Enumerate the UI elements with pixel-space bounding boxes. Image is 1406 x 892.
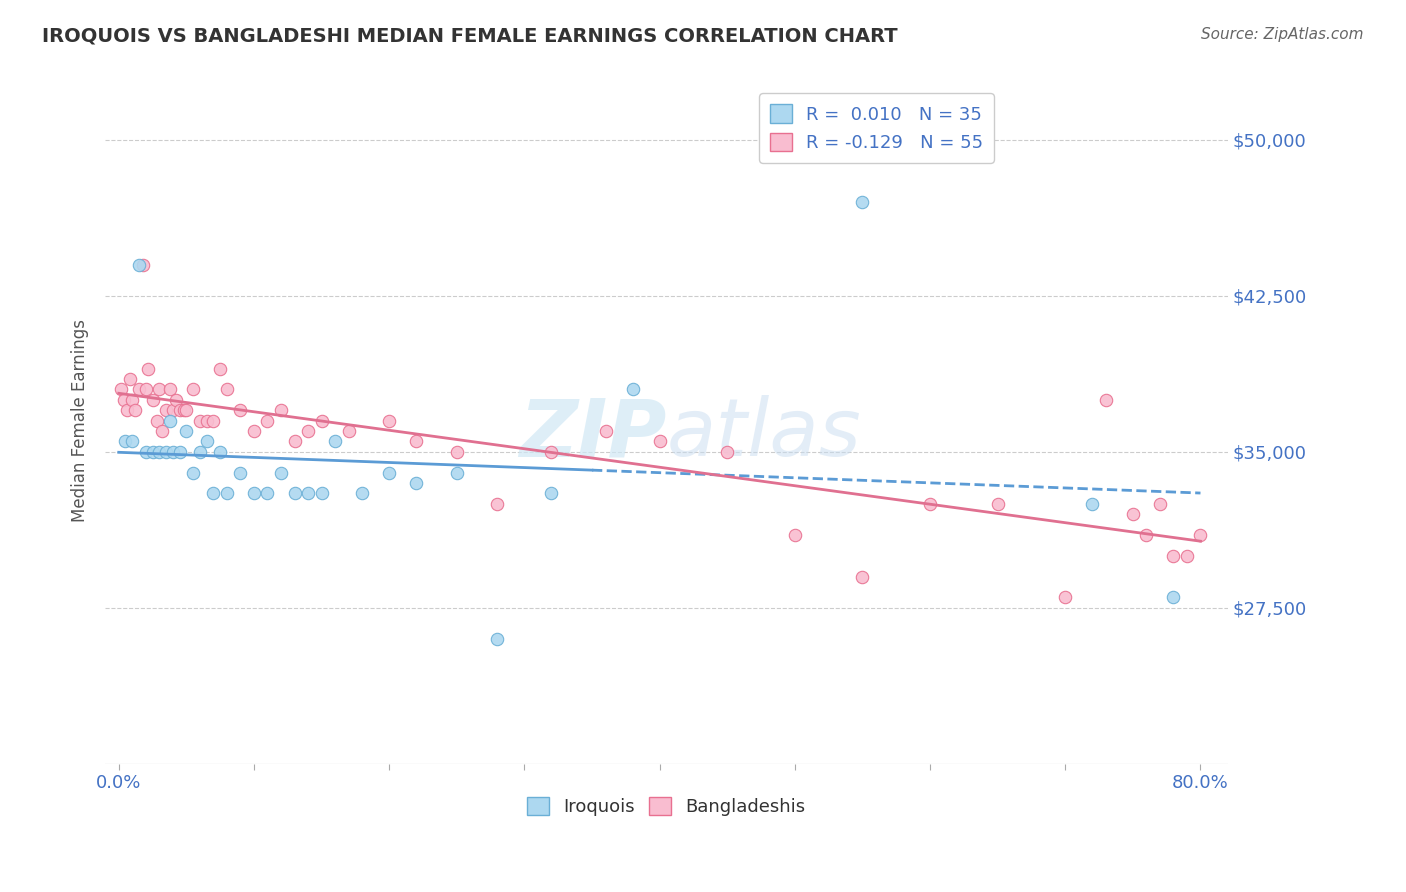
Point xyxy=(124,403,146,417)
Point xyxy=(311,486,333,500)
Point xyxy=(311,414,333,428)
Point xyxy=(145,414,167,428)
Point xyxy=(270,466,292,480)
Point xyxy=(540,486,562,500)
Point xyxy=(323,434,346,449)
Point xyxy=(1149,497,1171,511)
Point xyxy=(176,403,198,417)
Point xyxy=(352,486,374,500)
Point xyxy=(256,414,278,428)
Point xyxy=(297,424,319,438)
Point xyxy=(141,445,163,459)
Point xyxy=(159,414,181,428)
Point xyxy=(851,195,873,210)
Point xyxy=(270,403,292,417)
Text: atlas: atlas xyxy=(666,395,860,474)
Point xyxy=(209,445,232,459)
Point xyxy=(1175,549,1198,563)
Point xyxy=(1095,392,1118,407)
Point xyxy=(155,403,177,417)
Point xyxy=(128,383,150,397)
Point xyxy=(115,403,138,417)
Point xyxy=(283,434,305,449)
Text: ZIP: ZIP xyxy=(519,395,666,474)
Point xyxy=(1054,591,1077,605)
Point xyxy=(148,383,170,397)
Point xyxy=(169,403,191,417)
Point xyxy=(297,486,319,500)
Point xyxy=(141,392,163,407)
Point xyxy=(595,424,617,438)
Point xyxy=(783,528,806,542)
Point xyxy=(716,445,738,459)
Point xyxy=(405,434,427,449)
Legend: Iroquois, Bangladeshis: Iroquois, Bangladeshis xyxy=(520,789,813,823)
Point xyxy=(173,403,195,417)
Y-axis label: Median Female Earnings: Median Female Earnings xyxy=(72,319,89,522)
Point xyxy=(159,383,181,397)
Point xyxy=(162,445,184,459)
Point xyxy=(243,424,266,438)
Point xyxy=(851,569,873,583)
Point xyxy=(918,497,941,511)
Point xyxy=(121,434,143,449)
Point xyxy=(256,486,278,500)
Point xyxy=(229,466,252,480)
Point xyxy=(1189,528,1212,542)
Point xyxy=(150,424,173,438)
Point xyxy=(1135,528,1157,542)
Point xyxy=(486,632,509,646)
Point xyxy=(446,466,468,480)
Point xyxy=(283,486,305,500)
Point xyxy=(243,486,266,500)
Point xyxy=(987,497,1010,511)
Text: IROQUOIS VS BANGLADESHI MEDIAN FEMALE EARNINGS CORRELATION CHART: IROQUOIS VS BANGLADESHI MEDIAN FEMALE EA… xyxy=(42,27,898,45)
Point xyxy=(162,403,184,417)
Point xyxy=(135,383,157,397)
Point xyxy=(337,424,360,438)
Point xyxy=(195,414,218,428)
Point xyxy=(378,414,401,428)
Point xyxy=(188,414,211,428)
Point xyxy=(128,258,150,272)
Point xyxy=(215,486,238,500)
Point xyxy=(209,361,232,376)
Point xyxy=(486,497,509,511)
Point xyxy=(195,434,218,449)
Point xyxy=(114,434,136,449)
Point xyxy=(181,383,204,397)
Point xyxy=(165,392,187,407)
Point xyxy=(135,445,157,459)
Point xyxy=(110,383,132,397)
Point xyxy=(148,445,170,459)
Point xyxy=(202,414,225,428)
Point xyxy=(169,445,191,459)
Point xyxy=(1122,507,1144,521)
Point xyxy=(1163,549,1185,563)
Point xyxy=(215,383,238,397)
Point xyxy=(1163,591,1185,605)
Point xyxy=(648,434,671,449)
Point xyxy=(405,476,427,491)
Point xyxy=(621,383,644,397)
Point xyxy=(121,392,143,407)
Point xyxy=(181,466,204,480)
Point xyxy=(112,392,135,407)
Point xyxy=(229,403,252,417)
Point xyxy=(202,486,225,500)
Text: Source: ZipAtlas.com: Source: ZipAtlas.com xyxy=(1201,27,1364,42)
Point xyxy=(188,445,211,459)
Point xyxy=(540,445,562,459)
Point xyxy=(378,466,401,480)
Point xyxy=(138,361,160,376)
Point xyxy=(1081,497,1104,511)
Point xyxy=(118,372,141,386)
Point xyxy=(176,424,198,438)
Point xyxy=(132,258,155,272)
Point xyxy=(155,445,177,459)
Point xyxy=(446,445,468,459)
